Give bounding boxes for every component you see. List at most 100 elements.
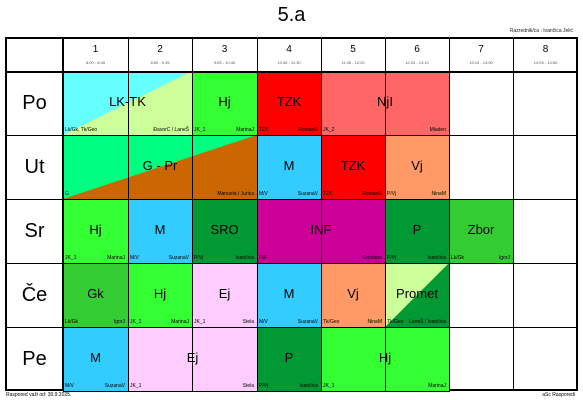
lesson-group: JK_1 bbox=[194, 127, 206, 133]
lesson-border bbox=[128, 327, 258, 392]
lesson-subject: Hj bbox=[153, 286, 167, 301]
lesson-cell[interactable]: P P/Vj Ivančica bbox=[257, 327, 321, 391]
lesson-subject: LK-TK bbox=[63, 94, 192, 109]
lesson-border bbox=[257, 263, 322, 328]
software-label: aSc Rasporedi bbox=[542, 392, 575, 398]
lesson-cell[interactable]: G - Pr G Manuela / Jurica bbox=[63, 135, 257, 199]
period-time: 8:50 - 9:35 bbox=[150, 60, 170, 65]
page-title: 5.a bbox=[277, 4, 306, 26]
period-header: 4 10:45 - 11:30 bbox=[257, 38, 321, 71]
lesson-teacher: NinaM bbox=[431, 191, 446, 197]
lesson-border bbox=[192, 263, 258, 328]
period-header: 7 13:15 - 14:00 bbox=[449, 38, 513, 71]
split-lesson-fill bbox=[63, 71, 192, 135]
period-time: 8:00 - 8:45 bbox=[85, 60, 106, 65]
lesson-teacher: MarinaJ bbox=[107, 255, 125, 261]
lesson-subject: TZK bbox=[276, 94, 302, 109]
lesson-teacher: MarinaJ bbox=[428, 383, 446, 389]
lesson-subject: INF bbox=[257, 222, 385, 237]
lesson-cell[interactable]: TZK TZK RomanR bbox=[321, 135, 385, 199]
lesson-border bbox=[257, 135, 322, 200]
lesson-group: JK_1 bbox=[323, 383, 335, 389]
lesson-cell[interactable]: Hj JK_1 MarinaJ bbox=[192, 71, 257, 135]
lesson-group: G bbox=[65, 191, 69, 197]
lesson-teacher: IgorJ bbox=[498, 255, 510, 261]
period-number: 4 bbox=[286, 44, 292, 55]
day-label: Pe bbox=[22, 347, 47, 370]
lesson-cell[interactable]: Promet Tk/Geo LaneŠ / Ivančica bbox=[385, 263, 449, 327]
lesson-border bbox=[63, 263, 129, 328]
valid-from-label: Raspored važi od: 30.9.2025. bbox=[6, 392, 72, 398]
lesson-cell[interactable]: Hj JK_1 MarinaJ bbox=[63, 199, 128, 263]
lesson-cell[interactable]: P P/Vj Ivančica bbox=[385, 199, 449, 263]
lesson-cell[interactable]: Zbor Lk/Gk IgorJ bbox=[449, 199, 513, 263]
lesson-subject: M bbox=[154, 222, 166, 237]
lesson-cell[interactable]: M M/V SuzanaV bbox=[257, 135, 321, 199]
lesson-group: TZK bbox=[323, 191, 333, 197]
period-time: 13:15 - 14:00 bbox=[469, 60, 493, 65]
lesson-border bbox=[385, 135, 450, 200]
split-lesson-triangle bbox=[63, 71, 192, 135]
period-time: 10:45 - 11:30 bbox=[277, 60, 301, 65]
lesson-group: P/Vj bbox=[387, 191, 397, 197]
lesson-group: Lk/Gk bbox=[451, 255, 465, 261]
lesson-border bbox=[385, 199, 450, 264]
lesson-group: JK_1 bbox=[130, 383, 142, 389]
period-number: 5 bbox=[350, 44, 356, 55]
lesson-border bbox=[257, 71, 322, 136]
lesson-teacher: Gordana bbox=[362, 255, 382, 261]
lesson-teacher: IgorJ bbox=[113, 319, 125, 325]
lesson-group: INF bbox=[259, 255, 268, 261]
lesson-cell[interactable]: M M/V SuzanaV bbox=[257, 263, 321, 327]
lesson-cell[interactable]: Ej JK_1 Stela bbox=[192, 263, 257, 327]
lesson-teacher: Ivančica bbox=[427, 255, 446, 261]
lesson-subject: M bbox=[283, 158, 295, 173]
lesson-group: Lk/Gk, Tk/Geo bbox=[65, 127, 98, 133]
lesson-cell[interactable]: Gk Lk/Gk IgorJ bbox=[63, 263, 128, 327]
lesson-group: JK_2 bbox=[323, 127, 335, 133]
lesson-cell[interactable]: Hj JK_1 MarinaJ bbox=[128, 263, 192, 327]
period-number: 7 bbox=[478, 44, 484, 55]
lesson-teacher: SuzanaV bbox=[297, 319, 318, 325]
lesson-teacher: ĐavorC / LaneŠ bbox=[153, 127, 189, 133]
lesson-cell[interactable]: Vj P/Vj NinaM bbox=[385, 135, 449, 199]
lesson-subject: Gk bbox=[87, 286, 104, 301]
lesson-subject: M bbox=[90, 350, 101, 365]
lesson-subject: Hj bbox=[218, 94, 231, 109]
lesson-subject: Vj bbox=[411, 158, 423, 173]
lesson-cell[interactable]: LK-TK Lk/Gk, Tk/Geo ĐavorC / LaneŠ bbox=[63, 71, 192, 135]
lesson-cell[interactable]: M M/V SuzanaV bbox=[128, 199, 192, 263]
lesson-subject: P bbox=[284, 350, 294, 365]
lesson-border bbox=[128, 199, 193, 264]
lesson-group: JK_1 bbox=[130, 319, 142, 325]
lesson-subject: TZK bbox=[340, 158, 366, 173]
period-header: 8 14:05 - 14:50 bbox=[513, 38, 578, 71]
lesson-border bbox=[63, 135, 258, 200]
lesson-cell[interactable]: Vj Tk/Geo NinaM bbox=[321, 263, 385, 327]
lesson-subject: NjI bbox=[321, 94, 449, 109]
lesson-teacher: SuzanaV bbox=[297, 191, 318, 197]
lesson-subject: Promet bbox=[396, 286, 438, 301]
period-time: 11:35 - 12:20 bbox=[341, 60, 365, 65]
day-label: Po bbox=[22, 91, 47, 114]
lesson-teacher: RomanR bbox=[362, 191, 382, 197]
grid-line-horizontal bbox=[5, 71, 578, 73]
lesson-teacher: Stela bbox=[242, 319, 254, 325]
grid-line-vertical bbox=[321, 38, 322, 391]
lesson-cell[interactable]: TZK TZK RomanR bbox=[257, 71, 321, 135]
lesson-group: P/Vj bbox=[259, 383, 269, 389]
lesson-group: Tk/Geo bbox=[387, 319, 404, 325]
split-lesson-fill bbox=[63, 135, 257, 199]
lesson-border bbox=[128, 263, 193, 328]
lesson-teacher: Ivančica bbox=[299, 383, 318, 389]
lesson-cell[interactable]: SRO P/Vj Ivančica bbox=[192, 199, 257, 263]
lesson-cell[interactable]: M M/V SuzanaV bbox=[63, 327, 128, 391]
lesson-teacher: Manuela / Jurica bbox=[217, 191, 254, 197]
lesson-border bbox=[321, 71, 450, 136]
lesson-subject: SRO bbox=[210, 222, 239, 237]
lesson-group: M/V bbox=[130, 255, 139, 261]
lesson-teacher: MarinaJ bbox=[171, 319, 189, 325]
day-label: Če bbox=[21, 283, 48, 306]
lesson-group: Tk/Geo bbox=[323, 319, 340, 325]
lesson-teacher: MarinaJ bbox=[236, 127, 254, 133]
